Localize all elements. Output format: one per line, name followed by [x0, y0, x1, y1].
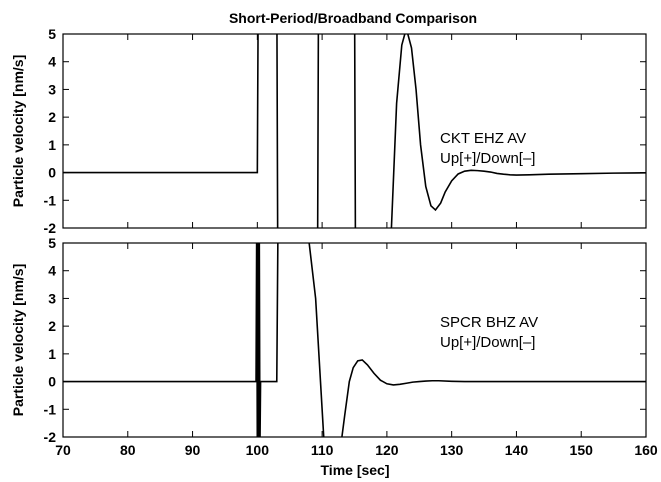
y-tick-label: 4 [48, 54, 56, 70]
station-label-top: CKT EHZ AV [440, 130, 526, 147]
y-tick-label: 4 [48, 263, 56, 279]
y-tick-label: -1 [44, 401, 57, 417]
y-tick-label: 1 [48, 137, 56, 153]
y-tick-label: 0 [48, 165, 56, 181]
y-tick-label: 2 [48, 109, 56, 125]
series-line-spcr-bhz [63, 243, 646, 437]
x-tick-labels: 70 80 90 100 110 120 130 140 150 160 [55, 442, 658, 458]
x-tick-label: 120 [375, 442, 399, 458]
y-tick-label: 5 [48, 26, 56, 42]
y-axis-label-top: Particle velocity [nm/s] [10, 55, 26, 208]
station-label-bottom: SPCR BHZ AV [440, 314, 538, 331]
axes-frame-top [62, 33, 647, 229]
panel-top: -2 -1 0 1 2 3 4 5 Particle velocity [nm/s] CKT … [10, 26, 647, 236]
y-tick-label: -1 [44, 192, 57, 208]
chart-title: Short-Period/Broadband Comparison [229, 10, 477, 26]
y-tick-label: 1 [48, 346, 56, 362]
y-tick-label: 0 [48, 374, 56, 390]
x-tick-label: 160 [634, 442, 658, 458]
polarity-label-top: Up[+]/Down[–] [440, 150, 535, 167]
polarity-label-bottom: Up[+]/Down[–] [440, 334, 535, 351]
y-tick-label: -2 [44, 429, 57, 445]
axes-frame-bottom [62, 242, 647, 438]
series-line-ckt-ehz [63, 34, 646, 228]
x-tick-label: 100 [246, 442, 270, 458]
y-tick-label: -2 [44, 220, 57, 236]
x-tick-label: 80 [120, 442, 136, 458]
y-tick-label: 3 [48, 290, 56, 306]
x-tick-label: 70 [55, 442, 71, 458]
panel-bottom: -2 -1 0 1 2 3 4 5 Particle velocity [nm/s] SPCR… [10, 235, 647, 445]
x-axis-label: Time [sec] [321, 462, 390, 478]
x-tick-label: 90 [185, 442, 201, 458]
y-tick-label: 5 [48, 235, 56, 251]
x-tick-label: 140 [505, 442, 529, 458]
y-tick-label: 3 [48, 81, 56, 97]
x-tick-label: 150 [570, 442, 594, 458]
y-tick-label: 2 [48, 318, 56, 334]
x-tick-label: 110 [311, 442, 334, 458]
y-axis-label-bottom: Particle velocity [nm/s] [10, 264, 26, 417]
x-tick-label: 130 [440, 442, 464, 458]
